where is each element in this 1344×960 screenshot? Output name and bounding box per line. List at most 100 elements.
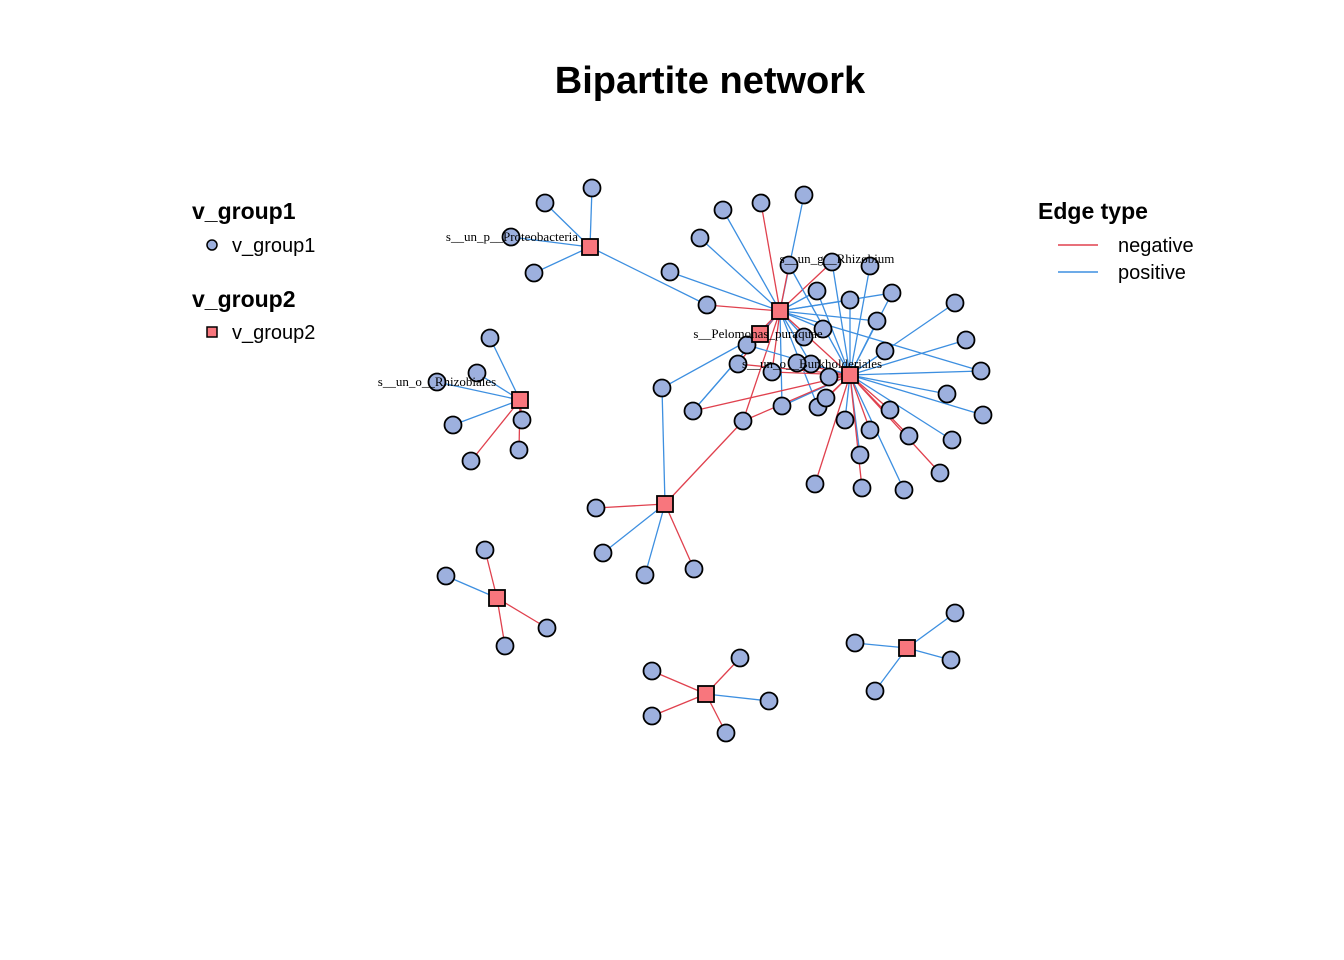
v-group1-node [937, 384, 957, 404]
v-group2-node [841, 366, 859, 384]
nodes-layer [427, 178, 993, 743]
edge-negative [706, 304, 781, 312]
v-group1-node [805, 474, 825, 494]
edge-positive [816, 290, 851, 376]
v-group1-node [942, 430, 962, 450]
v-group1-node [713, 200, 733, 220]
v-group1-node [880, 400, 900, 420]
legend-label-group1: v_group1 [232, 235, 315, 257]
edge-positive [533, 246, 591, 274]
v-group1-node [751, 193, 771, 213]
v-group1-node [845, 633, 865, 653]
v-group1-node [586, 498, 606, 518]
v-group1-node [697, 295, 717, 315]
v-group1-node [733, 411, 753, 431]
v-group1-node [973, 405, 993, 425]
v-group1-node [683, 401, 703, 421]
v-group1-node [436, 566, 456, 586]
v-group1-node [495, 636, 515, 656]
v-group1-node [501, 227, 521, 247]
v-group1-node [635, 565, 655, 585]
v-group1-node [772, 396, 792, 416]
edge-negative [760, 202, 781, 312]
v-group1-node [852, 478, 872, 498]
edge-positive [699, 237, 781, 312]
edge-negative [470, 399, 521, 462]
edge-positive [849, 320, 878, 376]
v-group1-node [642, 661, 662, 681]
v-group2-node [751, 325, 769, 343]
v-group2-node [581, 238, 599, 256]
v-group1-node [850, 445, 870, 465]
v-group1-node [882, 283, 902, 303]
v-group1-node [762, 362, 782, 382]
v-group1-node [593, 543, 613, 563]
v-group1-node [461, 451, 481, 471]
v-group1-node [480, 328, 500, 348]
v-group1-node [930, 463, 950, 483]
edge-negative [664, 420, 744, 505]
edge-positive [669, 271, 781, 312]
v-group1-node [875, 341, 895, 361]
legend-label-positive: positive [1118, 262, 1186, 284]
hub-label: s__un_p__Proteobacteria [446, 229, 578, 244]
hub-label: s__un_g__Rhizobium [780, 251, 895, 266]
edge-negative [664, 503, 695, 570]
v-group1-node [642, 706, 662, 726]
edge-negative [849, 374, 871, 431]
v-group1-node [759, 691, 779, 711]
edge-positive [661, 387, 666, 505]
v-group1-node [813, 319, 833, 339]
v-group1-node [971, 361, 991, 381]
legend-title-group1: v_group1 [192, 198, 296, 224]
v-group1-node [945, 603, 965, 623]
v-group1-node [945, 293, 965, 313]
edge-positive [644, 503, 666, 576]
v-group1-node [941, 650, 961, 670]
legend-circle-marker [206, 239, 218, 251]
v-group1-node [443, 415, 463, 435]
v-group1-node [794, 185, 814, 205]
legend-label-group2: v_group2 [232, 322, 315, 344]
v-group1-node [690, 228, 710, 248]
edge-positive [849, 374, 948, 395]
edge-positive [489, 337, 521, 401]
v-group1-node [822, 252, 842, 272]
hub-labels-layer: s__un_p__Proteobacteria s__un_g__Rhizobiu… [378, 229, 895, 389]
v-group2-node [771, 302, 789, 320]
edge-positive [589, 246, 708, 306]
v-group1-node [582, 178, 602, 198]
v-group1-node [865, 681, 885, 701]
edge-negative [779, 310, 851, 376]
v-group1-node [728, 354, 748, 374]
edges-layer [436, 187, 984, 734]
edge-negative [651, 670, 707, 695]
v-group1-node [860, 256, 880, 276]
edge-negative [849, 374, 863, 489]
v-group1-node [467, 363, 487, 383]
v-group1-node [779, 255, 799, 275]
v-group1-node [956, 330, 976, 350]
v-group2-node [697, 685, 715, 703]
v-group2-node [656, 495, 674, 513]
edge-positive [510, 236, 591, 248]
v-group1-node [535, 193, 555, 213]
hub-label: s__Pelomonas_puraquae [693, 326, 822, 341]
edge-positive [779, 310, 982, 372]
v-group1-node [807, 281, 827, 301]
v-group1-node [860, 420, 880, 440]
chart-title: Bipartite network [555, 60, 866, 102]
v-group1-node [684, 559, 704, 579]
edge-positive [602, 503, 666, 554]
v-group1-node [509, 440, 529, 460]
edge-positive [831, 261, 851, 376]
v-group1-node [660, 262, 680, 282]
edge-negative [771, 310, 781, 373]
v-group1-node [652, 378, 672, 398]
v-group1-node [787, 353, 807, 373]
edge-positive [849, 374, 953, 441]
edge-negative [651, 693, 707, 717]
edge-negative [814, 374, 851, 485]
v-group1-node [840, 290, 860, 310]
